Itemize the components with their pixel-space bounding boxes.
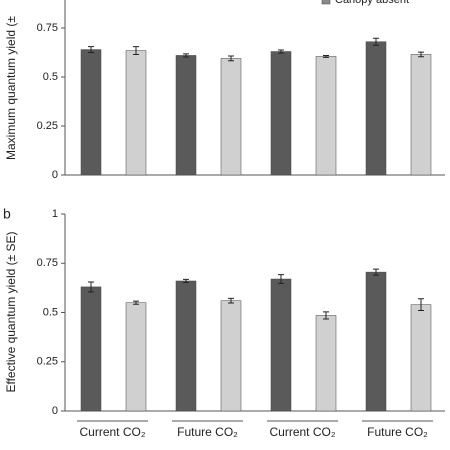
bar [175,280,197,412]
error-bar [228,297,234,304]
bar [125,50,147,176]
y-tick-label: 0 [52,405,58,417]
bar [220,58,242,176]
bar [365,271,387,412]
bar [125,302,147,412]
error-bar [373,37,379,46]
bar [410,54,432,176]
legend-swatch [321,0,331,5]
y-tick-label: 0.75 [37,257,58,269]
y-tick-label: 0.5 [43,71,58,83]
y-tick-label: 0.25 [37,356,58,368]
y-tick-label: 0.25 [37,120,58,132]
error-bar [88,46,94,53]
panel-label: b [3,206,11,222]
x-tick-label: Current CO₂ [269,425,335,439]
bar [315,315,337,412]
error-bar [133,300,139,305]
legend-label: Canopy absent [335,0,409,6]
x-tick-label: Future CO₂ [367,425,428,439]
error-bar [323,54,329,58]
bar [175,55,197,176]
error-bar [418,298,424,312]
error-bar [228,55,234,62]
bar [80,286,102,412]
bar [315,56,337,176]
error-bar [183,278,189,284]
error-bar [418,51,424,58]
y-tick-label: 1 [52,208,58,220]
y-axis-label: Maximum quantum yield (± [4,16,18,160]
error-bar [373,268,379,276]
error-bar [88,281,94,293]
y-tick-label: 0 [52,169,58,181]
bar [410,304,432,412]
y-axis-label: Effective quantum yield (± SE) [4,231,18,392]
bar [270,51,292,176]
y-tick-label: 0.5 [43,306,58,318]
bar [80,49,102,176]
bar [365,41,387,176]
error-bar [278,274,284,284]
bar [270,278,292,412]
error-bar [323,311,329,320]
error-bar [278,49,284,54]
bar [220,300,242,412]
x-tick-label: Current CO₂ [79,425,145,439]
x-tick-label: Future CO₂ [177,425,238,439]
error-bar [183,53,189,58]
y-tick-label: 0.75 [37,22,58,34]
error-bar [133,46,139,55]
